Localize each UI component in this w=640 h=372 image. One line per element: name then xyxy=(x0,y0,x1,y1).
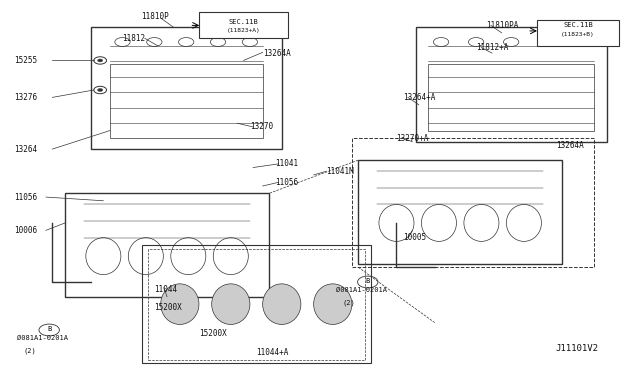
Circle shape xyxy=(98,59,102,62)
Text: B: B xyxy=(365,278,370,284)
Bar xyxy=(352,138,594,267)
Bar xyxy=(199,13,288,38)
Bar xyxy=(537,20,620,46)
Text: 11810P: 11810P xyxy=(141,12,170,21)
Text: 13270+A: 13270+A xyxy=(396,134,429,142)
Text: 10005: 10005 xyxy=(403,233,426,242)
Bar xyxy=(415,27,607,142)
Bar xyxy=(65,193,269,297)
Text: B: B xyxy=(47,326,51,332)
Text: 13264: 13264 xyxy=(14,145,37,154)
Text: J11101V2: J11101V2 xyxy=(556,344,599,353)
Text: 15200X: 15200X xyxy=(199,329,227,338)
Text: 15255: 15255 xyxy=(14,56,37,65)
Text: (2): (2) xyxy=(342,299,355,305)
Text: 13276: 13276 xyxy=(14,93,37,102)
Text: 11056: 11056 xyxy=(14,193,37,202)
Text: 13264+A: 13264+A xyxy=(403,93,435,102)
Text: SEC.11B: SEC.11B xyxy=(228,19,259,25)
Text: 11041: 11041 xyxy=(275,159,298,169)
Text: 11044: 11044 xyxy=(154,285,177,294)
Bar xyxy=(358,160,562,263)
Text: 10006: 10006 xyxy=(14,226,37,235)
Bar xyxy=(141,245,371,363)
Text: 13264A: 13264A xyxy=(556,141,584,150)
Text: Ø081A1-0201A: Ø081A1-0201A xyxy=(17,334,68,340)
Text: 11810PA: 11810PA xyxy=(486,21,518,30)
Text: 13264A: 13264A xyxy=(262,49,291,58)
Circle shape xyxy=(98,89,102,92)
Bar xyxy=(148,249,365,359)
Text: 11041M: 11041M xyxy=(326,167,354,176)
Text: SEC.11B: SEC.11B xyxy=(563,22,593,28)
Ellipse shape xyxy=(314,284,352,324)
Text: 11056: 11056 xyxy=(275,178,298,187)
Text: 11044+A: 11044+A xyxy=(256,348,289,357)
Text: Ø081A1-0201A: Ø081A1-0201A xyxy=(336,286,387,292)
Bar xyxy=(91,27,282,149)
Text: 13270: 13270 xyxy=(250,122,273,131)
Bar xyxy=(109,64,262,138)
Text: (11823+B): (11823+B) xyxy=(561,32,595,37)
Text: (2): (2) xyxy=(24,347,36,353)
Text: 15200X: 15200X xyxy=(154,303,182,312)
Text: 11812+A: 11812+A xyxy=(476,43,509,52)
Ellipse shape xyxy=(161,284,199,324)
Text: 11812: 11812 xyxy=(122,34,145,43)
Text: (11823+A): (11823+A) xyxy=(227,28,260,33)
Ellipse shape xyxy=(212,284,250,324)
Bar xyxy=(428,64,594,131)
Ellipse shape xyxy=(262,284,301,324)
